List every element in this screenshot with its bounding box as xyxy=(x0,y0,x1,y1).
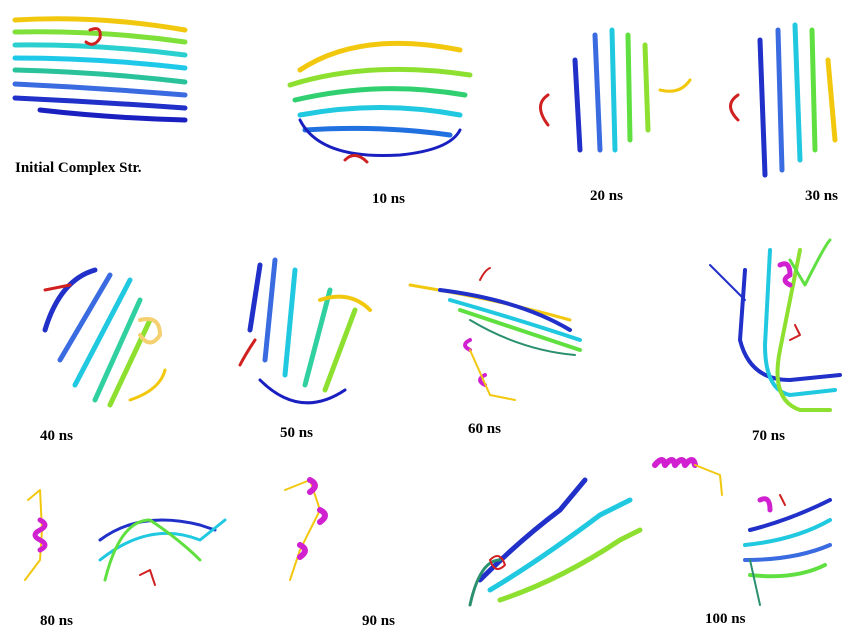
loop xyxy=(260,380,345,403)
peptide xyxy=(541,95,549,125)
figure: Initial Complex Str. 10 ns 20 ns 30 ns 4… xyxy=(0,0,843,627)
strand xyxy=(15,70,185,82)
structure-80ns xyxy=(25,490,225,585)
loop xyxy=(285,480,320,580)
strand xyxy=(745,520,830,545)
structure-70ns xyxy=(710,240,840,410)
strand xyxy=(778,30,782,170)
helix xyxy=(655,460,695,465)
panel-label: Initial Complex Str. xyxy=(15,160,142,176)
strand xyxy=(285,270,295,375)
strand xyxy=(300,108,460,116)
strand xyxy=(45,270,95,330)
strand xyxy=(778,250,831,410)
loop xyxy=(130,370,165,400)
strand xyxy=(15,45,185,55)
peptide xyxy=(240,340,255,365)
helix xyxy=(780,264,790,285)
panel-label: 50 ns xyxy=(280,425,313,441)
structure-100ns xyxy=(655,460,830,605)
strand xyxy=(15,58,185,68)
loop xyxy=(470,350,515,400)
strand xyxy=(612,30,615,150)
structure-extra xyxy=(470,480,640,605)
strand xyxy=(645,45,648,130)
structure-50ns xyxy=(240,260,370,403)
strand xyxy=(15,84,185,95)
structure-30ns xyxy=(731,25,836,175)
strand xyxy=(750,565,825,576)
peptide xyxy=(780,495,785,505)
strand xyxy=(828,60,835,140)
loop xyxy=(300,120,460,156)
peptide xyxy=(731,95,739,120)
panel-label: 30 ns xyxy=(805,188,838,204)
structure-initial xyxy=(15,19,185,120)
strand xyxy=(290,69,470,85)
strand xyxy=(15,98,185,108)
strand xyxy=(15,19,185,30)
loop xyxy=(710,265,745,300)
helix xyxy=(760,499,770,510)
panel-label: 10 ns xyxy=(372,191,405,207)
strand xyxy=(305,290,330,385)
strand xyxy=(628,35,630,140)
strand xyxy=(250,265,260,330)
structure-40ns xyxy=(45,270,165,405)
structure-60ns xyxy=(410,268,580,400)
panel-label: 90 ns xyxy=(362,613,395,627)
loop xyxy=(750,560,760,605)
panel-label: 40 ns xyxy=(40,428,73,444)
strand xyxy=(75,280,130,385)
strand xyxy=(760,40,765,175)
panel-label: 20 ns xyxy=(590,188,623,204)
loop xyxy=(695,465,722,495)
strand xyxy=(40,110,185,120)
structure-90ns xyxy=(285,480,325,580)
loop xyxy=(660,80,690,91)
strand xyxy=(300,43,460,70)
peptide xyxy=(345,155,367,162)
structure-10ns xyxy=(290,43,470,162)
peptide xyxy=(790,325,800,340)
structure-20ns xyxy=(541,30,691,150)
panel-label: 60 ns xyxy=(468,421,501,437)
helix xyxy=(300,480,325,557)
peptide xyxy=(480,268,490,280)
panel-label: 70 ns xyxy=(752,428,785,444)
strand xyxy=(575,60,580,150)
strand xyxy=(812,30,815,150)
strand xyxy=(305,128,450,135)
strand xyxy=(795,25,800,160)
strand xyxy=(110,320,150,405)
strand xyxy=(745,545,830,560)
loop xyxy=(410,285,570,320)
strand xyxy=(295,89,465,100)
strand xyxy=(325,310,355,390)
panel-label: 80 ns xyxy=(40,613,73,627)
figure-canvas: Initial Complex Str. 10 ns 20 ns 30 ns 4… xyxy=(0,0,843,627)
panel-label: 100 ns xyxy=(705,611,746,627)
strand xyxy=(100,520,215,540)
peptide xyxy=(140,570,155,585)
strand xyxy=(265,260,275,360)
strand xyxy=(595,35,600,150)
